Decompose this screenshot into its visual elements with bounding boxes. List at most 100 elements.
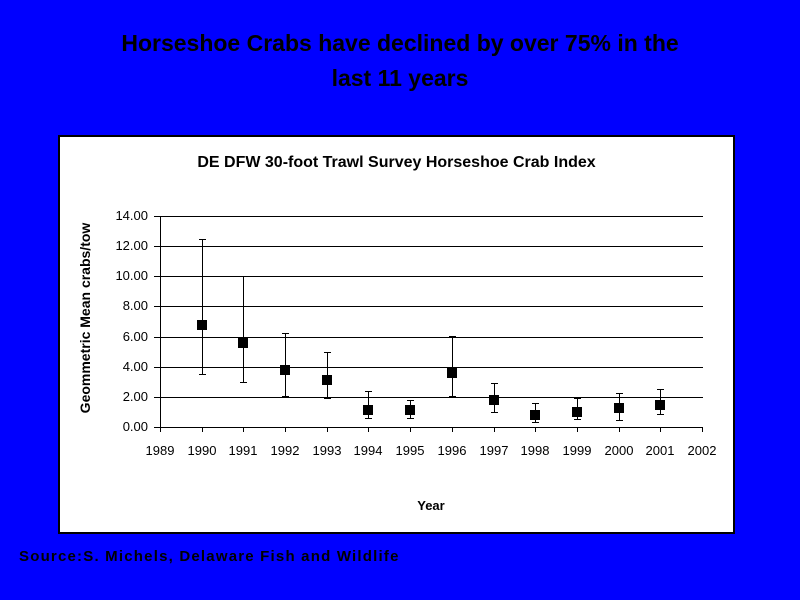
error-bar-cap-bottom-1991 bbox=[240, 382, 247, 383]
y-tick-label: 10.00 bbox=[115, 268, 148, 283]
x-tick-label: 1990 bbox=[187, 443, 217, 458]
error-bar-cap-top-2000 bbox=[616, 393, 623, 394]
error-bar-cap-bottom-2001 bbox=[657, 414, 664, 415]
gridline bbox=[161, 397, 703, 398]
x-tick-label: 2000 bbox=[604, 443, 634, 458]
y-tick-label: 0.00 bbox=[122, 419, 148, 434]
plot-area: 0.00 2.00 4.00 6.00 8.00 10.00 12.00 14.00 1989 1… bbox=[115, 208, 716, 458]
data-point-1999 bbox=[572, 407, 582, 417]
x-tick bbox=[494, 427, 495, 432]
slide-title: Horseshoe Crabs have declined by over 75… bbox=[0, 26, 800, 96]
x-tick bbox=[702, 427, 703, 432]
gridline bbox=[161, 276, 703, 277]
x-tick-label: 1996 bbox=[437, 443, 467, 458]
error-bar-cap-bottom-1996 bbox=[449, 396, 456, 397]
error-bar-cap-top-1990 bbox=[199, 239, 206, 240]
x-tick-label: 2002 bbox=[687, 443, 717, 458]
error-bar-cap-bottom-1990 bbox=[199, 374, 206, 375]
gridline bbox=[161, 306, 703, 307]
error-bar-cap-top-1997 bbox=[491, 383, 498, 384]
error-bar-cap-bottom-2000 bbox=[616, 420, 623, 421]
y-tick-label: 4.00 bbox=[122, 359, 148, 374]
data-point-1998 bbox=[530, 410, 540, 420]
x-tick-label: 1992 bbox=[270, 443, 300, 458]
data-point-1994 bbox=[363, 405, 373, 415]
x-tick-label: 1991 bbox=[228, 443, 258, 458]
y-tick bbox=[154, 337, 160, 338]
y-tick-label: 12.00 bbox=[115, 238, 148, 253]
y-tick bbox=[154, 367, 160, 368]
error-bar-cap-top-1996 bbox=[449, 336, 456, 337]
error-bar-cap-top-1995 bbox=[407, 400, 414, 401]
y-axis-line bbox=[160, 216, 161, 428]
data-point-1996 bbox=[447, 368, 457, 378]
y-tick bbox=[154, 427, 160, 428]
y-tick bbox=[154, 216, 160, 217]
error-bar-cap-top-2001 bbox=[657, 389, 664, 390]
chart-title: DE DFW 30-foot Trawl Survey Horseshoe Cr… bbox=[197, 154, 596, 171]
error-bar-cap-bottom-1994 bbox=[365, 418, 372, 419]
x-tick-label: 1995 bbox=[395, 443, 425, 458]
slide-title-line1: Horseshoe Crabs have declined by over 75… bbox=[121, 30, 679, 56]
x-tick-label: 1993 bbox=[312, 443, 342, 458]
x-tick-label: 1989 bbox=[145, 443, 175, 458]
error-bar-cap-top-1998 bbox=[532, 403, 539, 404]
error-bar-line-1996 bbox=[452, 336, 453, 396]
error-bar-cap-bottom-1997 bbox=[491, 412, 498, 413]
data-point-2000 bbox=[614, 403, 624, 413]
chart-panel: DE DFW 30-foot Trawl Survey Horseshoe Cr… bbox=[58, 135, 735, 534]
slide-title-line2: last 11 years bbox=[331, 65, 469, 91]
y-tick-label: 8.00 bbox=[122, 298, 148, 313]
x-tick bbox=[535, 427, 536, 432]
y-axis-label: Geommetric Mean crabs/tow bbox=[77, 222, 93, 414]
error-bar-line-1994 bbox=[368, 391, 369, 418]
y-tick bbox=[154, 397, 160, 398]
data-point-1997 bbox=[489, 395, 499, 405]
x-tick bbox=[160, 427, 161, 432]
x-tick bbox=[660, 427, 661, 432]
x-tick-label: 1997 bbox=[479, 443, 509, 458]
error-bar-line-1992 bbox=[285, 333, 286, 396]
y-tick-label: 14.00 bbox=[115, 208, 148, 223]
source-credit: Source:S. Michels, Delaware Fish and Wil… bbox=[19, 548, 400, 565]
error-bar-cap-top-1999 bbox=[574, 398, 581, 399]
x-tick bbox=[243, 427, 244, 432]
x-axis-line bbox=[160, 427, 703, 428]
x-tick bbox=[285, 427, 286, 432]
data-point-1990 bbox=[197, 320, 207, 330]
error-bar-line-1990 bbox=[202, 239, 203, 374]
data-point-2001 bbox=[655, 400, 665, 410]
x-tick bbox=[327, 427, 328, 432]
x-tick bbox=[368, 427, 369, 432]
data-point-1991 bbox=[238, 338, 248, 348]
error-bar-cap-bottom-1992 bbox=[282, 396, 289, 397]
error-bar-cap-top-1993 bbox=[324, 352, 331, 353]
x-tick-label: 2001 bbox=[645, 443, 675, 458]
x-tick-label: 1998 bbox=[520, 443, 550, 458]
x-tick-label: 1999 bbox=[562, 443, 592, 458]
data-point-1993 bbox=[322, 375, 332, 385]
y-tick-label: 2.00 bbox=[122, 389, 148, 404]
error-bar-cap-bottom-1993 bbox=[324, 398, 331, 399]
x-axis-label: Year bbox=[417, 498, 445, 513]
y-tick bbox=[154, 246, 160, 247]
gridline bbox=[161, 246, 703, 247]
x-tick bbox=[202, 427, 203, 432]
y-tick bbox=[154, 276, 160, 277]
data-point-1992 bbox=[280, 365, 290, 375]
x-tick bbox=[410, 427, 411, 432]
x-tick bbox=[452, 427, 453, 432]
y-tick-label: 6.00 bbox=[122, 329, 148, 344]
gridline bbox=[161, 367, 703, 368]
y-tick bbox=[154, 306, 160, 307]
gridline bbox=[161, 216, 703, 217]
error-bar-line-1991 bbox=[243, 276, 244, 382]
error-bar-cap-bottom-1999 bbox=[574, 419, 581, 420]
error-bar-cap-top-1991 bbox=[240, 276, 247, 277]
x-tick-label: 1994 bbox=[353, 443, 383, 458]
error-bar-cap-bottom-1998 bbox=[532, 422, 539, 423]
error-bar-cap-top-1994 bbox=[365, 391, 372, 392]
error-bar-cap-top-1992 bbox=[282, 333, 289, 334]
gridline bbox=[161, 337, 703, 338]
